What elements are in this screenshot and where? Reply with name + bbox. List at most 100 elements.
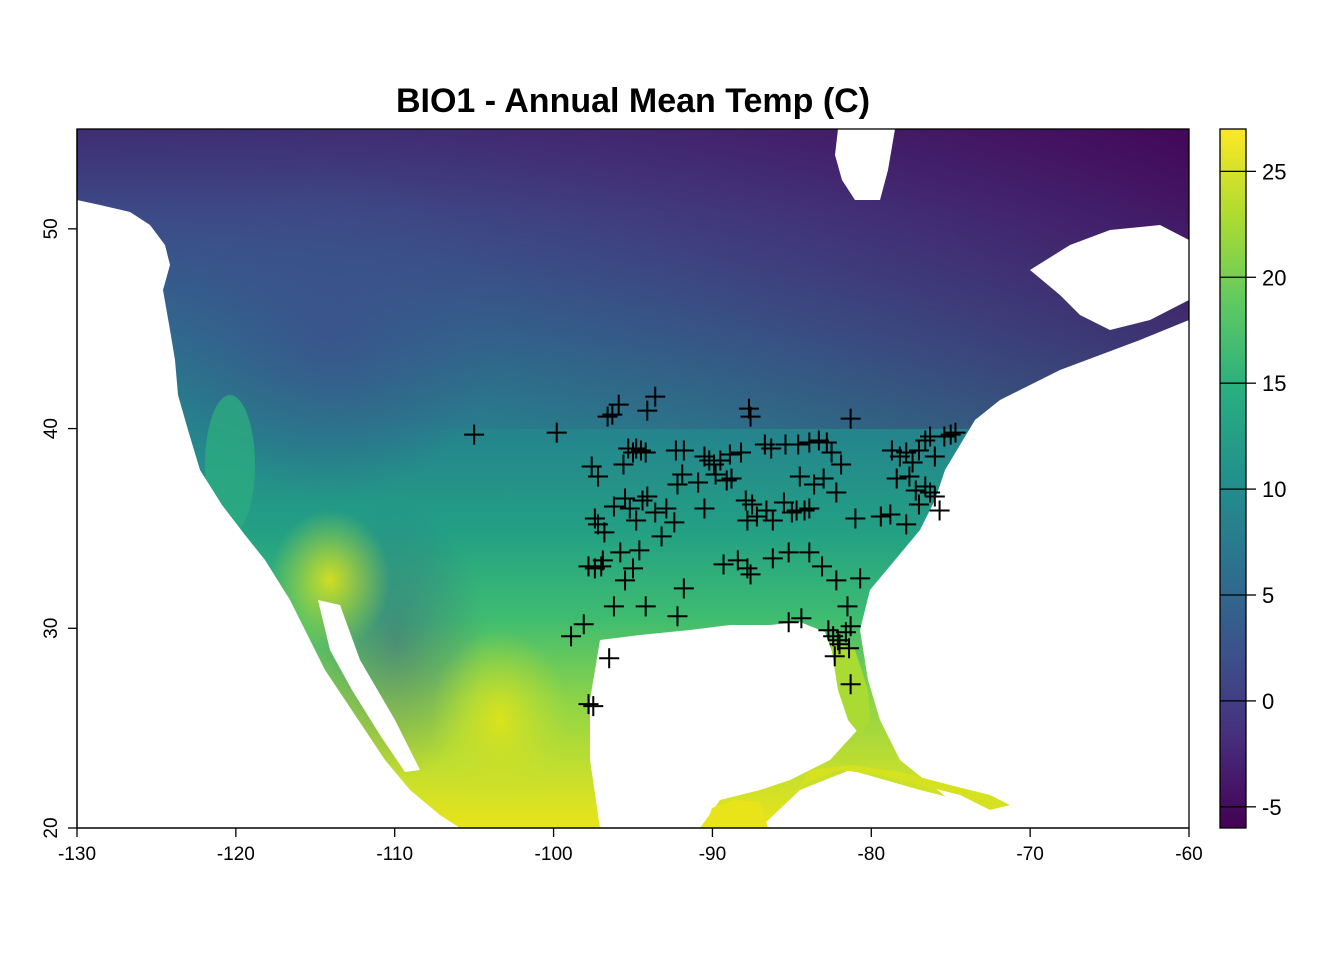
occurrence-point — [713, 554, 734, 575]
y-tick-label: 50 — [41, 218, 62, 239]
occurrence-point — [940, 424, 961, 445]
hudson-bay — [835, 129, 895, 200]
occurrence-point — [615, 570, 636, 591]
x-tick-label: -110 — [376, 844, 413, 865]
occurrence-point — [762, 510, 783, 531]
gulf-of-st-lawrence — [1030, 225, 1189, 330]
occurrence-point — [799, 432, 820, 453]
occurrence-point — [920, 482, 941, 503]
occurrence-point — [778, 542, 799, 563]
occurrence-point — [870, 506, 891, 527]
occurrence-point — [908, 494, 929, 515]
occurrence-point — [673, 440, 694, 461]
cuba-island — [800, 765, 1010, 810]
occurrence-point — [831, 454, 852, 475]
raster-layer — [77, 129, 1189, 828]
occurrence-point — [615, 488, 636, 509]
occurrence-point — [929, 500, 950, 521]
occurrence-point — [816, 432, 837, 453]
occurrence-point — [651, 526, 672, 547]
occurrence-point — [583, 696, 604, 717]
atlantic-ocean — [860, 320, 1189, 828]
occurrence-point — [637, 486, 658, 507]
occurrence-point — [826, 570, 847, 591]
occurrence-point — [762, 548, 783, 569]
y-tick-label: 20 — [41, 817, 62, 838]
legend-tick-label: 5 — [1262, 583, 1274, 608]
map-title: BIO1 - Annual Mean Temp (C) — [396, 82, 870, 120]
water-areas — [77, 129, 1189, 828]
y-axis: 20 30 40 50 — [41, 129, 78, 839]
occurrence-point — [737, 510, 758, 531]
occurrence-point — [597, 406, 618, 427]
legend-colorbar — [1219, 128, 1247, 829]
occurrence-point — [924, 486, 945, 507]
occurrence-point — [705, 464, 726, 485]
occurrence-point — [630, 440, 651, 461]
legend-tick-label: 0 — [1262, 689, 1274, 714]
occurrence-point — [716, 470, 737, 491]
sonoran-hot — [270, 510, 390, 650]
occurrence-point — [656, 498, 677, 519]
x-tick-label: -90 — [699, 844, 726, 865]
occurrence-point — [826, 482, 847, 503]
occurrence-point — [886, 468, 907, 489]
yucatan — [705, 800, 768, 828]
occurrence-point — [845, 508, 866, 529]
occurrence-point — [603, 496, 624, 517]
occurrence-point — [694, 498, 715, 519]
gulf-of-mexico — [590, 622, 862, 828]
x-tick-label: -100 — [535, 844, 573, 865]
occurrence-point — [837, 596, 858, 617]
legend-tick-label: 20 — [1262, 265, 1286, 290]
occurrence-point — [773, 492, 794, 513]
occurrence-point — [945, 422, 966, 443]
y-tick-label: 30 — [41, 618, 62, 639]
legend-tick-label: 10 — [1262, 477, 1286, 502]
occurrence-point — [464, 424, 485, 445]
legend-tick-label: -5 — [1262, 795, 1282, 820]
occurrence-point — [824, 646, 845, 667]
occurrence-point — [794, 500, 815, 521]
occurrence-point — [603, 596, 624, 617]
occurrence-point — [672, 464, 693, 485]
occurrence-point — [880, 504, 901, 525]
occurrence-point — [635, 442, 656, 463]
x-tick-label: -80 — [858, 844, 885, 865]
occurrence-point — [694, 446, 715, 467]
occurrence-point — [667, 606, 688, 627]
occurrence-point — [789, 466, 810, 487]
occurrence-point — [839, 638, 860, 659]
occurrence-point — [915, 430, 936, 451]
occurrence-points — [464, 386, 966, 717]
occurrence-point — [635, 596, 656, 617]
legend-tick-label: 15 — [1262, 371, 1286, 396]
occurrence-point — [738, 398, 759, 419]
occurrence-point — [645, 386, 666, 407]
occurrence-point — [740, 406, 761, 427]
x-tick-label: -60 — [1175, 844, 1202, 865]
occurrence-point — [812, 556, 833, 577]
occurrence-point — [778, 612, 799, 633]
occurrence-point — [619, 498, 640, 519]
occurrence-point — [899, 466, 920, 487]
occurrence-point — [673, 578, 694, 599]
x-tick-label: -70 — [1016, 844, 1043, 865]
legend-tick-label: 25 — [1262, 159, 1286, 184]
occurrence-point — [905, 480, 926, 501]
occurrence-point — [688, 472, 709, 493]
legend-ticks: -5 0 5 10 15 20 25 — [1220, 159, 1286, 820]
occurrence-point — [613, 454, 634, 475]
mexico-coast-hot — [430, 630, 570, 810]
occurrence-point — [632, 490, 653, 511]
occurrence-point — [637, 400, 658, 421]
occurrence-point — [788, 434, 809, 455]
occurrence-point — [561, 626, 582, 647]
occurrence-point — [791, 608, 812, 629]
occurrence-point — [742, 494, 763, 515]
occurrence-point — [610, 542, 631, 563]
occurrence-point — [821, 442, 842, 463]
pacific-ocean — [77, 200, 460, 828]
occurrence-point — [599, 648, 620, 669]
